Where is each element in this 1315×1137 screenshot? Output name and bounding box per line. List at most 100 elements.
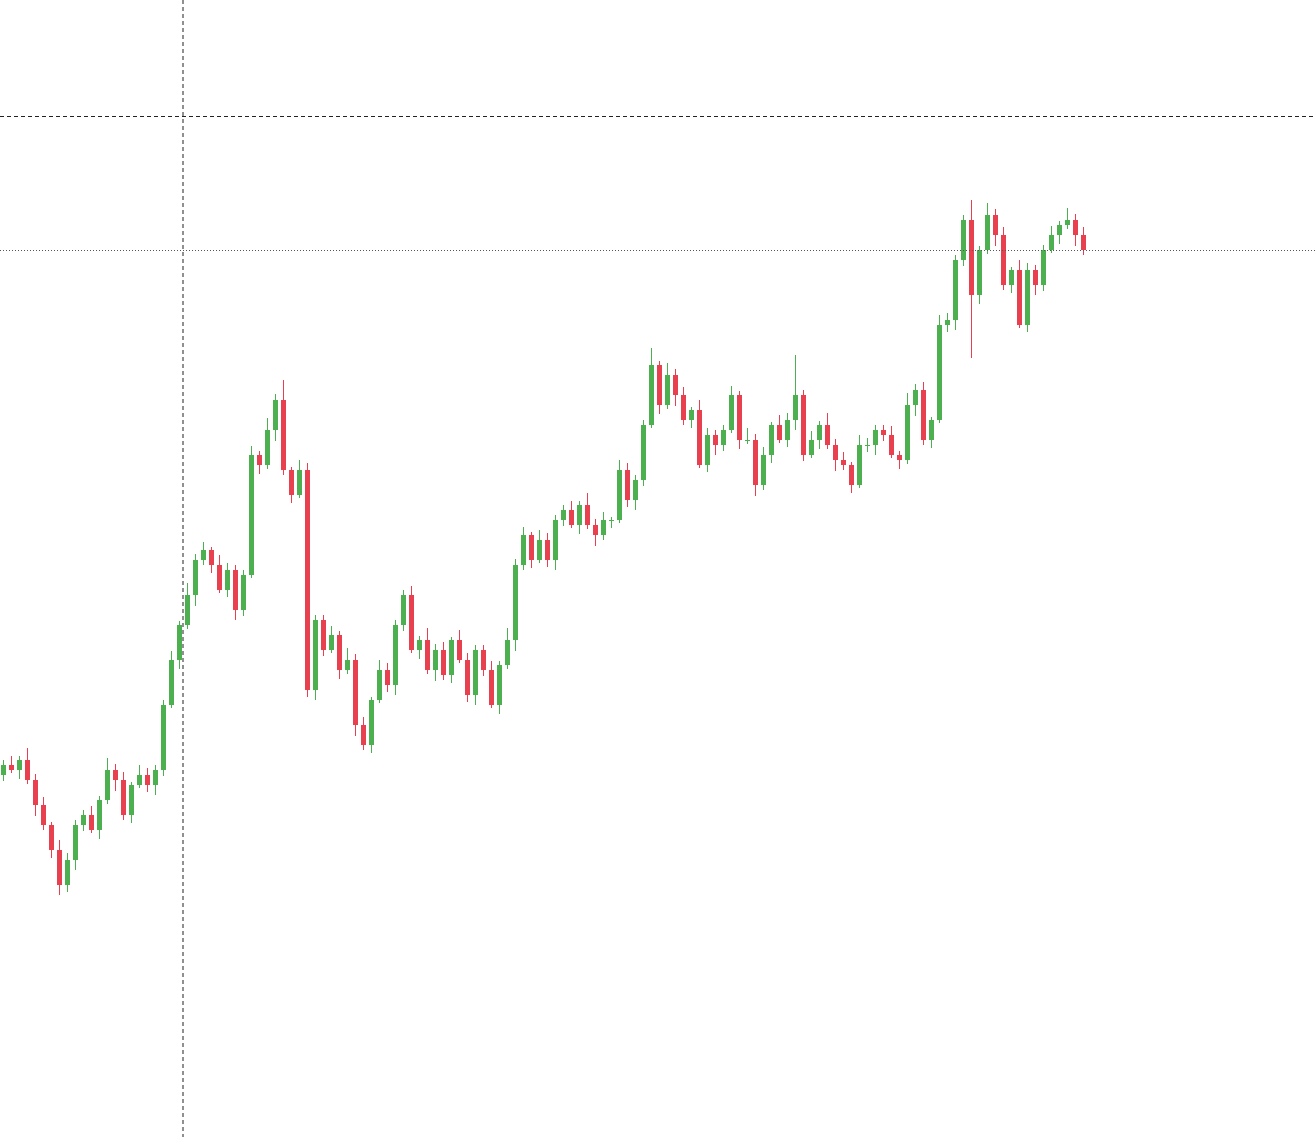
candle-body: [577, 505, 582, 525]
candle-body: [865, 445, 870, 446]
candle-body: [457, 640, 462, 660]
candle-body: [129, 785, 134, 815]
candle-body: [753, 440, 758, 485]
candle-body: [193, 560, 198, 595]
candle-body: [617, 470, 622, 520]
candle-body: [25, 760, 30, 780]
candle-body: [785, 420, 790, 440]
candle-body: [697, 410, 702, 465]
candle-body: [233, 570, 238, 610]
candle-body: [361, 725, 366, 745]
candle-body: [521, 535, 526, 565]
candle-body: [337, 635, 342, 670]
candles: [1, 200, 1086, 895]
candle-body: [489, 670, 494, 705]
candle-body: [257, 455, 262, 465]
candle-body: [1025, 270, 1030, 325]
candle-body: [769, 425, 774, 455]
candle-body: [969, 220, 974, 295]
candle-body: [665, 375, 670, 405]
candle-body: [265, 430, 270, 465]
candle-body: [809, 440, 814, 455]
candle-body: [169, 660, 174, 705]
candle-body: [97, 800, 102, 830]
candle-body: [737, 395, 742, 440]
candle-body: [689, 410, 694, 420]
candle-body: [65, 860, 70, 885]
candle-body: [1057, 225, 1062, 235]
candle-body: [945, 320, 950, 325]
candle-body: [601, 520, 606, 535]
candle-body: [281, 400, 286, 470]
candle-body: [17, 760, 22, 770]
candle-body: [121, 780, 126, 815]
candle-body: [961, 220, 966, 260]
candle-body: [329, 635, 334, 650]
candle-body: [633, 480, 638, 500]
candle-body: [657, 365, 662, 405]
candle-body: [817, 425, 822, 440]
candle-body: [145, 775, 150, 785]
candle-body: [289, 470, 294, 495]
candle-body: [57, 850, 62, 885]
candle-body: [177, 625, 182, 660]
candle-body: [465, 660, 470, 695]
candle-body: [545, 540, 550, 560]
candle-body: [89, 815, 94, 830]
candle-body: [993, 215, 998, 235]
candle-body: [161, 705, 166, 770]
candle-body: [673, 375, 678, 395]
candle-body: [953, 260, 958, 320]
candle-body: [249, 455, 254, 575]
candle-body: [1033, 270, 1038, 285]
candle-body: [225, 570, 230, 590]
candle-body: [537, 540, 542, 560]
candle-body: [33, 780, 38, 805]
candle-body: [1009, 270, 1014, 285]
candle-body: [1073, 220, 1078, 235]
candle-body: [921, 390, 926, 440]
candle-body: [825, 425, 830, 445]
candle-body: [297, 470, 302, 495]
candle-body: [241, 575, 246, 610]
candle-body: [625, 470, 630, 500]
candle-body: [273, 400, 278, 430]
candle-body: [929, 420, 934, 440]
candle-body: [1001, 235, 1006, 285]
candle-body: [889, 435, 894, 455]
candle-body: [609, 520, 614, 521]
candle-body: [449, 640, 454, 675]
candle-body: [153, 770, 158, 785]
candle-body: [985, 215, 990, 250]
candle-body: [873, 430, 878, 445]
candle-body: [41, 805, 46, 825]
candle-body: [385, 670, 390, 685]
candle-body: [409, 595, 414, 650]
candle-body: [49, 825, 54, 850]
candle-body: [793, 395, 798, 420]
candle-body: [401, 595, 406, 625]
candle-body: [425, 640, 430, 670]
candle-body: [513, 565, 518, 640]
candle-body: [593, 525, 598, 535]
candle-body: [473, 650, 478, 695]
candle-body: [201, 550, 206, 560]
candle-body: [857, 445, 862, 485]
candle-body: [137, 775, 142, 785]
candle-body: [217, 565, 222, 590]
candle-body: [1081, 235, 1086, 250]
candle-body: [369, 700, 374, 745]
candle-body: [113, 770, 118, 780]
candle-body: [313, 620, 318, 690]
candle-body: [897, 455, 902, 460]
candle-body: [377, 670, 382, 700]
candle-body: [553, 520, 558, 560]
candle-body: [833, 445, 838, 460]
candle-body: [209, 550, 214, 565]
candle-body: [1, 765, 6, 775]
candle-body: [705, 435, 710, 465]
candle-body: [1017, 270, 1022, 325]
candle-body: [729, 395, 734, 430]
candle-body: [721, 430, 726, 445]
